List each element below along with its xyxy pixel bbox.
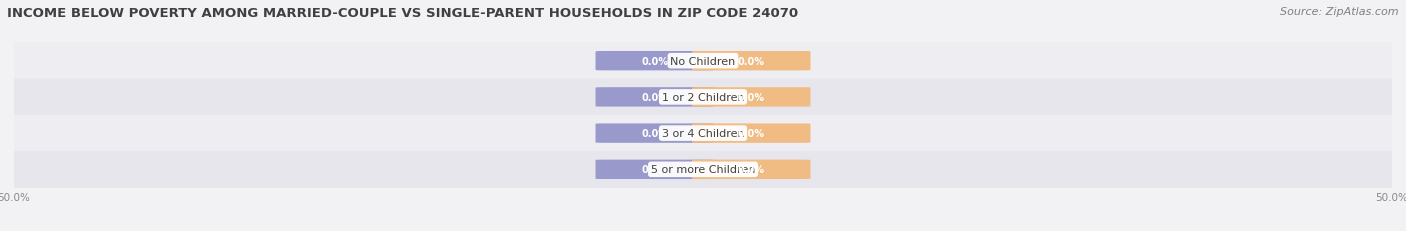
FancyBboxPatch shape <box>596 88 714 107</box>
FancyBboxPatch shape <box>692 160 810 179</box>
FancyBboxPatch shape <box>596 52 714 71</box>
FancyBboxPatch shape <box>692 124 810 143</box>
Text: 0.0%: 0.0% <box>641 165 668 175</box>
FancyBboxPatch shape <box>0 79 1406 116</box>
Text: 0.0%: 0.0% <box>641 92 668 103</box>
Text: 0.0%: 0.0% <box>738 92 765 103</box>
FancyBboxPatch shape <box>692 88 810 107</box>
Text: No Children: No Children <box>671 56 735 66</box>
Text: 1 or 2 Children: 1 or 2 Children <box>662 92 744 103</box>
Text: 0.0%: 0.0% <box>738 56 765 66</box>
Text: 0.0%: 0.0% <box>641 128 668 139</box>
FancyBboxPatch shape <box>0 151 1406 188</box>
Text: 0.0%: 0.0% <box>738 165 765 175</box>
Text: 0.0%: 0.0% <box>738 128 765 139</box>
Text: 3 or 4 Children: 3 or 4 Children <box>662 128 744 139</box>
Text: 5 or more Children: 5 or more Children <box>651 165 755 175</box>
FancyBboxPatch shape <box>692 52 810 71</box>
Text: INCOME BELOW POVERTY AMONG MARRIED-COUPLE VS SINGLE-PARENT HOUSEHOLDS IN ZIP COD: INCOME BELOW POVERTY AMONG MARRIED-COUPL… <box>7 7 799 20</box>
Text: Source: ZipAtlas.com: Source: ZipAtlas.com <box>1281 7 1399 17</box>
FancyBboxPatch shape <box>0 43 1406 80</box>
Text: 0.0%: 0.0% <box>641 56 668 66</box>
FancyBboxPatch shape <box>596 124 714 143</box>
FancyBboxPatch shape <box>596 160 714 179</box>
FancyBboxPatch shape <box>0 115 1406 152</box>
